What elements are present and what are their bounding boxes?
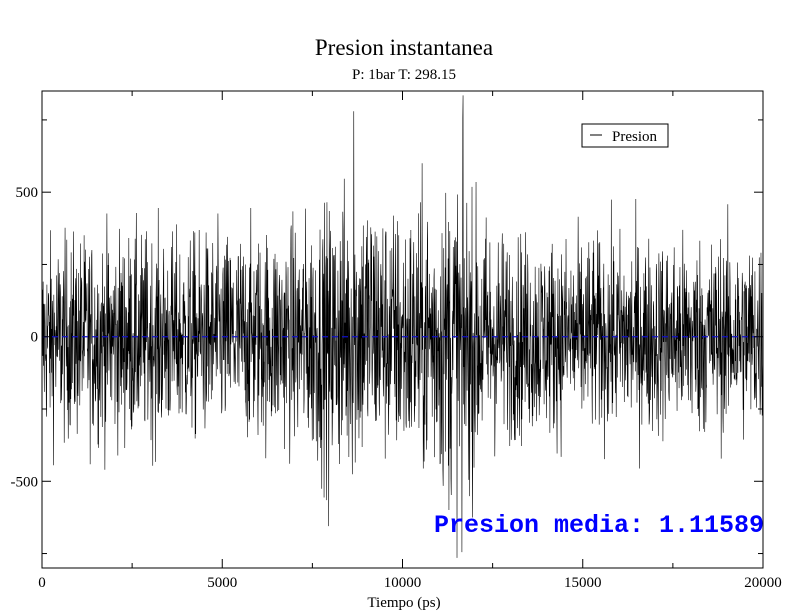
x-tick-label: 5000 <box>207 575 237 591</box>
legend-box <box>581 123 669 148</box>
plot-area <box>41 95 764 558</box>
y-tick-label: 500 <box>16 185 39 201</box>
x-axis-label: Tiempo (ps) <box>367 595 440 611</box>
chart-title: Presion instantanea <box>315 35 493 60</box>
y-tick-label: 0 <box>31 330 39 346</box>
x-tick-label: 15000 <box>564 575 602 591</box>
x-tick-label: 20000 <box>744 575 782 591</box>
x-tick-label: 0 <box>38 575 46 591</box>
chart-subtitle: P: 1bar T: 298.15 <box>352 67 456 83</box>
legend-label-presion: Presion <box>612 129 658 145</box>
series-line-presion <box>41 95 764 558</box>
legend: Presion <box>581 123 669 148</box>
y-tick-label: -500 <box>11 474 39 490</box>
axes: 0 5000 10000 15000 20000 -500 0 500 <box>11 90 782 591</box>
x-tick-label: 10000 <box>384 575 422 591</box>
mean-pressure-annotation: Presion media: 1.11589 <box>434 511 764 540</box>
